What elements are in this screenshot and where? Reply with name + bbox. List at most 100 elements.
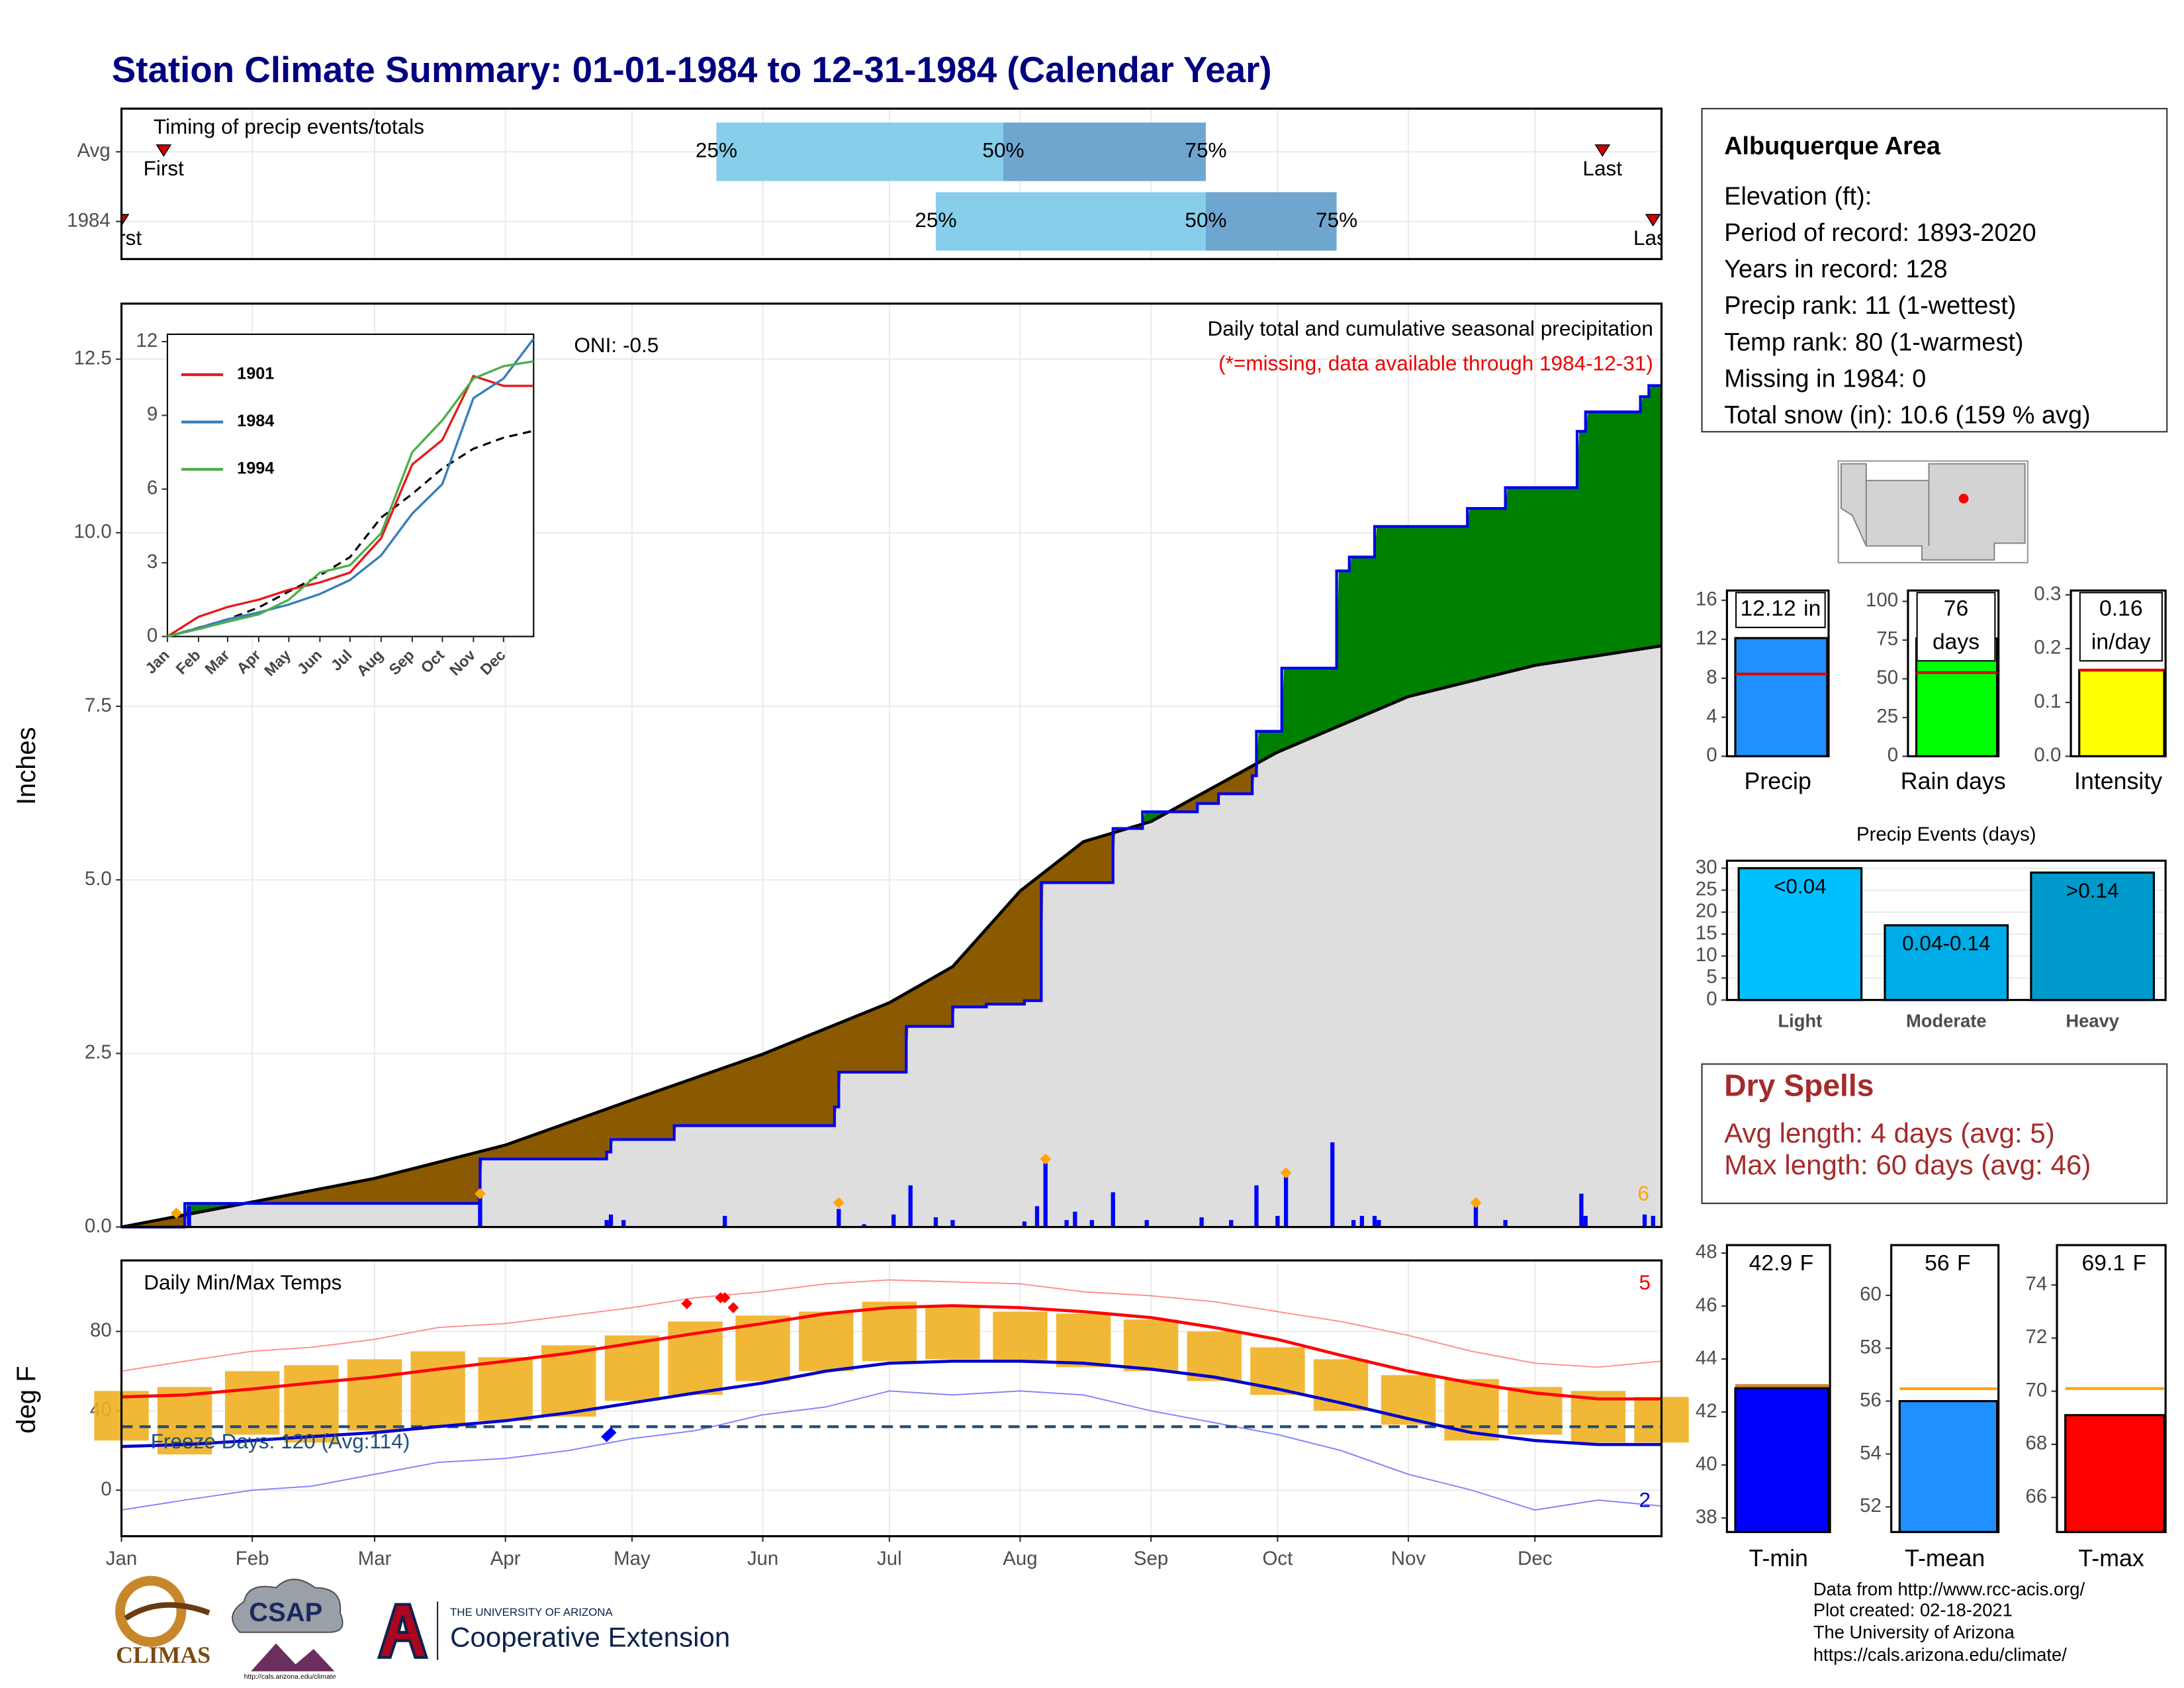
- value-label-box: 56 F: [1899, 1246, 1996, 1283]
- daily-temp-range: [224, 1371, 280, 1435]
- daily-temp-range: [925, 1307, 980, 1360]
- value-label-box: 42.9 F: [1735, 1246, 1827, 1283]
- panel-frame: [1890, 1244, 2000, 1533]
- event-label: Last: [1633, 226, 1673, 250]
- daily-temp-range: [478, 1357, 533, 1421]
- y-tick-label: 8: [1706, 666, 1717, 688]
- timeline-title: Timing of precip events/totals: [154, 115, 424, 138]
- late-half-bar: [1205, 192, 1337, 251]
- daily-precip-bar: [608, 1214, 614, 1227]
- category-label: Light: [1778, 1011, 1822, 1031]
- daily-temp-range: [862, 1301, 917, 1362]
- daily-precip-bar: [862, 1224, 866, 1227]
- daily-precip-bar: [1229, 1220, 1234, 1227]
- csap-mountains: [251, 1643, 335, 1671]
- y-tick-label: 0.1: [2034, 690, 2061, 712]
- climas-logo-text: CLIMAS: [116, 1642, 210, 1668]
- dry-spells-box: [1701, 1063, 2168, 1204]
- daily-precip-bar: [1111, 1192, 1115, 1227]
- daily-precip-bar: [950, 1220, 955, 1227]
- daily-precip-bar: [1275, 1215, 1280, 1227]
- y-tick-label: 75: [1876, 628, 1898, 650]
- panel-label: Precip: [1745, 768, 1811, 794]
- inset-series-line: [167, 338, 535, 638]
- daily-precip-bar: [891, 1214, 896, 1227]
- daily-precip-bar: [1043, 1163, 1048, 1227]
- bin-label: <0.04: [1774, 874, 1827, 898]
- daily-precip-bar: [1089, 1220, 1095, 1227]
- category-label: Moderate: [1906, 1011, 1987, 1031]
- y-tick-label: 100: [1866, 589, 1898, 611]
- daily-precip-bar: [1579, 1194, 1584, 1227]
- daily-temp-range: [1187, 1331, 1242, 1382]
- y-tick-label: 0: [101, 1478, 111, 1500]
- event-marker: [156, 144, 172, 158]
- chart-title: Precip Events (days): [1856, 823, 2036, 845]
- panel-frame: [120, 1259, 1663, 1538]
- y-tick-label: 0.0: [85, 1215, 112, 1237]
- daily-precip-bar: [1359, 1215, 1365, 1227]
- bar: [2064, 1414, 2165, 1533]
- x-tick-label: Nov: [1391, 1548, 1426, 1570]
- event-label: Last: [1582, 156, 1622, 180]
- station-line: Temp rank: 80 (1-warmest): [1724, 328, 2023, 356]
- x-tick-label: May: [614, 1548, 651, 1570]
- daily-temp-range: [1123, 1319, 1179, 1372]
- daily-precip-bar: [187, 1206, 191, 1227]
- station-name: Albuquerque Area: [1724, 132, 1941, 160]
- y-tick-label: 74: [2026, 1273, 2048, 1295]
- y-tick-label: 4: [1706, 705, 1717, 727]
- daily-precip-bar: [621, 1220, 626, 1227]
- daily-temp-range: [410, 1351, 465, 1427]
- panel-label: T-min: [1749, 1545, 1808, 1571]
- y-tick-label: 54: [1860, 1442, 1882, 1464]
- daily-precip-bar: [1064, 1220, 1069, 1227]
- y-tick-label: 6: [147, 477, 158, 499]
- daily-temp-range: [541, 1345, 596, 1417]
- station-box: [1701, 108, 2168, 433]
- event-marker: [1594, 144, 1611, 158]
- climas-swoosh: [124, 1602, 210, 1621]
- y-tick-label: 16: [1696, 588, 1717, 610]
- rank-marker: [1470, 1197, 1482, 1209]
- inset-series-line: [167, 374, 534, 637]
- y-tick-label: 42: [1696, 1400, 1717, 1422]
- y-tick-label: 58: [1860, 1336, 1882, 1358]
- logos: CLIMAS CSAP http://cals.arizona.edu/clim…: [115, 1575, 730, 1681]
- daily-precip-bar: [1330, 1142, 1335, 1227]
- y-tick-label: 44: [1696, 1347, 1717, 1369]
- x-tick-label: Jul: [877, 1548, 902, 1570]
- percentile-label: 50%: [1185, 208, 1226, 232]
- dry-spells-line: Avg length: 4 days (avg: 5): [1724, 1117, 2055, 1149]
- bin-label: 0.04-0.14: [1902, 931, 1990, 955]
- panel-label: Rain days: [1901, 768, 2006, 794]
- daily-precip-bar: [1651, 1215, 1655, 1227]
- oni-annotation: ONI: -0.5: [574, 333, 659, 357]
- daily-precip-bar: [1283, 1177, 1289, 1227]
- daily-temp-range: [1444, 1379, 1499, 1441]
- footer-line: The University of Arizona: [1813, 1622, 2015, 1642]
- y-tick-label: 10: [1696, 944, 1717, 966]
- y-tick-label: 25: [1696, 878, 1717, 900]
- panel-frame: [2056, 1244, 2167, 1533]
- station-location: [1958, 493, 1969, 504]
- station-info: Elevation (ft): Period of record: 1893-20…: [1724, 183, 2090, 430]
- category-label: Heavy: [2066, 1011, 2119, 1031]
- y-tick-label: 80: [90, 1319, 112, 1341]
- panel-frame: [1907, 589, 2000, 758]
- y-tick-label: 38: [1696, 1506, 1717, 1528]
- normal-min-line: [121, 1360, 1662, 1448]
- legend-label: 1901: [237, 365, 274, 383]
- value-label-box: 69.1 F: [2065, 1246, 2163, 1283]
- y-axis-label: Inches: [12, 727, 41, 805]
- percentile-label: 50%: [982, 138, 1024, 162]
- y-tick-label: 20: [1696, 900, 1717, 922]
- early-half-bar: [935, 192, 1206, 251]
- average-cumulative-line: [121, 644, 1662, 1229]
- x-tick-label: Sep: [1134, 1548, 1168, 1570]
- csap-url: http://cals.arizona.edu/climate: [244, 1673, 336, 1681]
- y-tick-label: 0.2: [2034, 637, 2061, 659]
- record-low-count: 2: [1639, 1487, 1651, 1511]
- y-tick-label: 12.5: [74, 347, 112, 369]
- daily-temp-range: [284, 1365, 339, 1443]
